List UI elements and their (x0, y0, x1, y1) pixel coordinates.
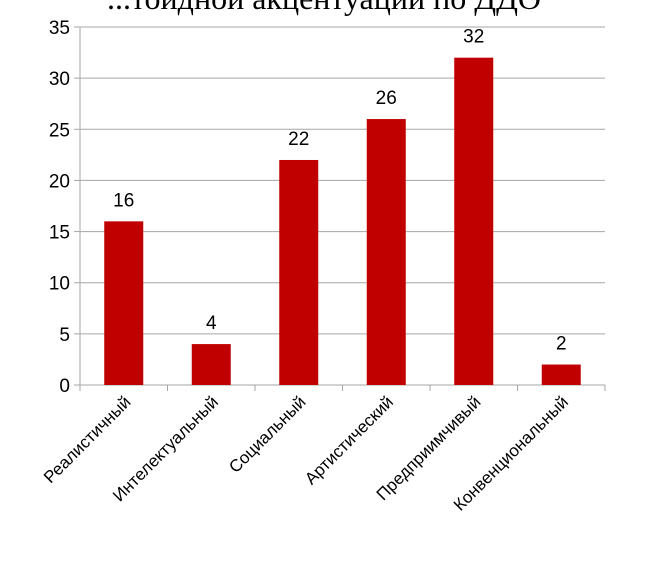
data-label: 16 (113, 190, 134, 211)
y-tick-label: 35 (49, 18, 70, 39)
bar (104, 221, 144, 385)
y-tick-label: 5 (59, 325, 70, 346)
y-tick-label: 10 (49, 274, 70, 295)
data-label: 26 (376, 88, 397, 109)
category-label: Реалистичный (40, 392, 135, 487)
axes (74, 26, 606, 391)
y-tick-label: 20 (49, 171, 70, 192)
y-tick-label: 30 (49, 69, 70, 90)
bar (191, 344, 231, 385)
data-label: 22 (288, 129, 309, 150)
data-label: 32 (463, 27, 484, 48)
grid-lines (80, 26, 605, 335)
y-tick-label: 0 (59, 376, 70, 397)
bar (279, 159, 319, 385)
bar (454, 57, 494, 385)
data-label: 2 (556, 334, 567, 355)
y-tick-label: 25 (49, 120, 70, 141)
data-label: 4 (206, 313, 217, 334)
y-tick-label: 15 (49, 223, 70, 244)
category-label: Социальный (225, 392, 309, 476)
chart-title: ...тоидной акцентуации по ДДО (0, 0, 648, 18)
bar (366, 119, 406, 386)
bar (541, 364, 581, 385)
category-label: Артистический (301, 392, 397, 488)
bars (104, 57, 581, 386)
